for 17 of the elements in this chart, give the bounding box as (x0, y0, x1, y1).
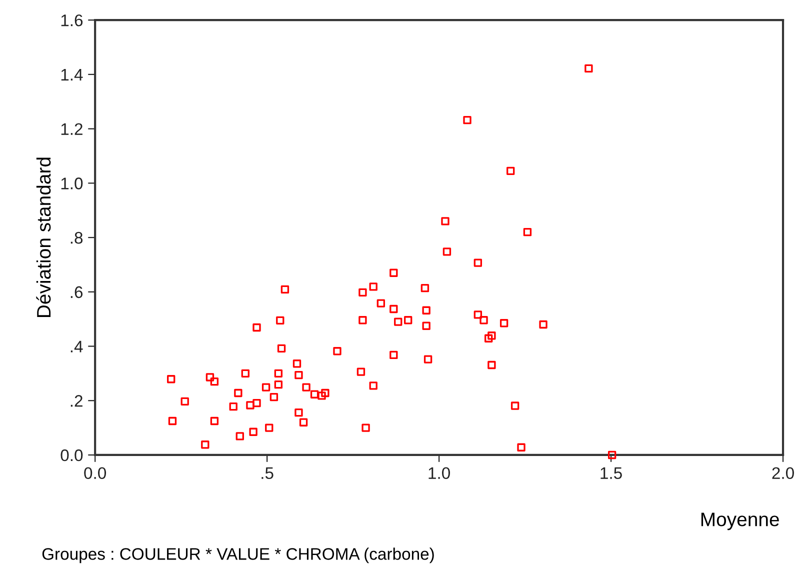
y-axis-title: Déviation standard (36, 158, 51, 317)
y-tick-label: 0.0 (60, 449, 83, 462)
x-tick-label: 2.0 (772, 467, 794, 480)
x-axis-title: Moyenne (701, 512, 779, 530)
y-tick-label: .2 (70, 395, 82, 407)
x-tick-label: 1.0 (428, 467, 450, 480)
y-tick-label: 1.2 (61, 123, 82, 135)
y-tick-label: .6 (70, 286, 83, 298)
x-tick-label: 1.5 (600, 467, 622, 480)
y-tick-label: 1.4 (61, 69, 83, 80)
y-tick-label: 1.6 (61, 14, 83, 26)
y-tick-label: 1.0 (61, 178, 83, 190)
y-tick-label: .8 (70, 232, 83, 244)
y-tick-label: .4 (70, 340, 83, 352)
text: Groupes : COULEUR * VALUE * CHROMA (carbone) (42, 548, 434, 564)
x-tick-label: .5 (262, 467, 274, 480)
x-tick-label: 0.0 (84, 467, 106, 480)
